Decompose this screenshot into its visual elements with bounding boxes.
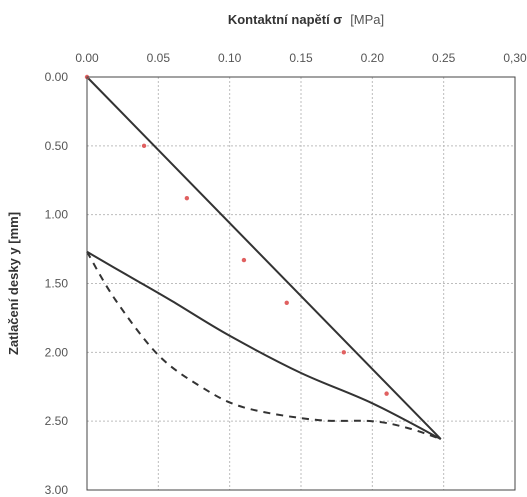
x-tick-label: 0.20 [361, 51, 385, 65]
marker-group [84, 74, 389, 396]
data-point-marker [384, 391, 389, 396]
data-point-marker [341, 350, 346, 355]
plot-frame [86, 76, 516, 491]
y-tick-label: 2.00 [45, 345, 69, 359]
y-tick-label: 2.50 [45, 414, 69, 428]
x-tick-labels: 0.00 0.05 0.10 0.15 0.20 0.25 0,30 [75, 51, 527, 65]
x-axis-title-unit: [MPa] [350, 12, 384, 27]
series-line-2 [86, 250, 442, 440]
y-tick-label: 1.50 [45, 277, 69, 291]
series-line-1 [86, 76, 442, 440]
x-tick-label: 0.10 [218, 51, 242, 65]
x-tick-label: 0.25 [432, 51, 456, 65]
x-axis-title: Kontaktní napětí σ [MPa] [228, 11, 384, 28]
y-tick-label: 0.50 [45, 139, 69, 153]
series-group [86, 76, 442, 441]
y-tick-label: 1.00 [45, 208, 69, 222]
x-tick-label: 0.05 [147, 51, 171, 65]
data-point-marker [184, 195, 190, 201]
data-point-marker [141, 143, 147, 149]
grid [86, 76, 516, 491]
x-tick-label: 0,30 [503, 51, 527, 65]
y-tick-label: 3.00 [45, 483, 69, 497]
y-tick-labels: 0.00 0.50 1.00 1.50 2.00 2.50 3.00 [45, 70, 69, 497]
y-tick-label: 0.00 [45, 70, 69, 84]
y-axis-title: Zatlačení desky y [mm] [6, 212, 21, 355]
x-axis-title-main: Kontaktní napětí σ [228, 12, 342, 27]
x-tick-label: 0.00 [75, 51, 99, 65]
data-point-marker [284, 300, 289, 305]
series-line-3 [86, 251, 442, 441]
x-tick-label: 0.15 [289, 51, 313, 65]
data-point-marker [241, 257, 247, 263]
